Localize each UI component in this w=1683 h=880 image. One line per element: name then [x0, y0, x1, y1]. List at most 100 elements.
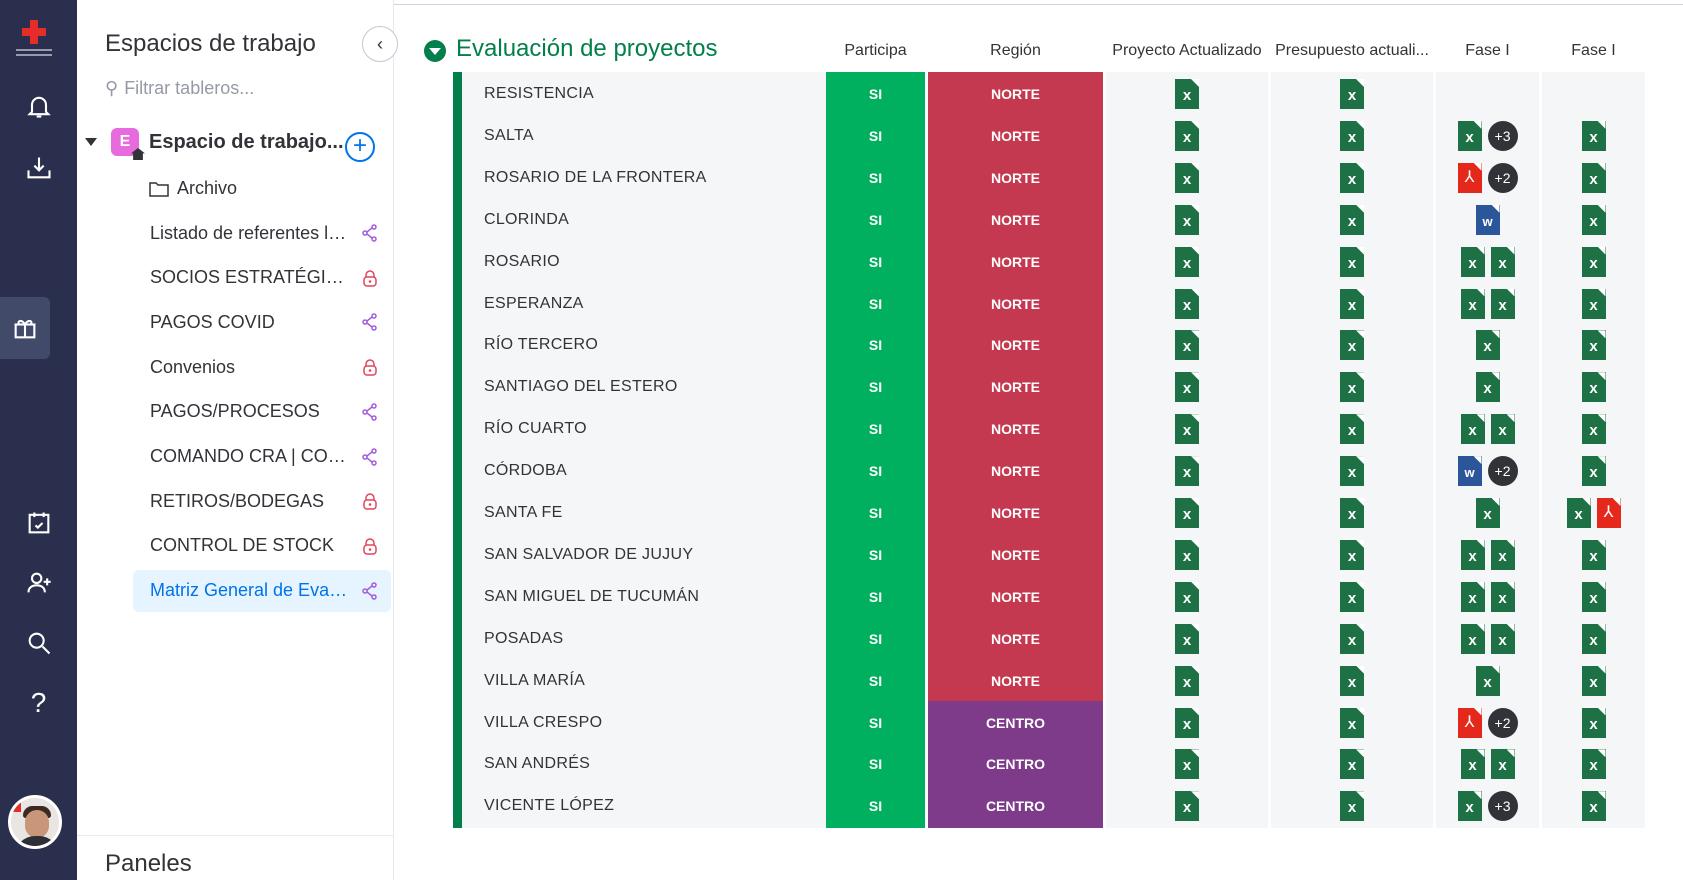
gift-icon[interactable] [0, 297, 50, 359]
pdf-file-icon[interactable] [1596, 498, 1621, 528]
file-cell-pre[interactable]: x [1271, 323, 1433, 368]
excel-file-icon[interactable]: x [1340, 539, 1364, 570]
more-files-badge[interactable]: +3 [1487, 120, 1518, 151]
region-status-cell[interactable]: NORTE [928, 449, 1103, 494]
excel-file-icon[interactable]: x [1581, 414, 1606, 445]
excel-file-icon[interactable]: x [1581, 288, 1606, 319]
file-cell-f2[interactable]: x [1542, 742, 1645, 787]
excel-file-icon[interactable]: x [1340, 414, 1364, 445]
region-status-cell[interactable]: NORTE [928, 407, 1103, 452]
excel-file-icon[interactable]: x [1340, 707, 1364, 738]
sidebar-board-3[interactable]: Convenios [133, 346, 391, 388]
participa-status-cell[interactable]: SI [826, 449, 925, 494]
item-name-cell[interactable]: SAN SALVADOR DE JUJUY [462, 532, 877, 577]
more-files-badge[interactable]: +3 [1487, 791, 1518, 822]
column-header-participa[interactable]: Participa [844, 42, 907, 59]
file-cell-pa[interactable]: x [1106, 784, 1268, 829]
excel-file-icon[interactable]: x [1340, 120, 1364, 151]
file-cell-f2[interactable]: x [1542, 323, 1645, 368]
region-status-cell[interactable]: NORTE [928, 491, 1103, 535]
participa-status-cell[interactable]: SI [826, 197, 925, 242]
file-cell-f1[interactable]: w [1436, 197, 1539, 242]
excel-file-icon[interactable]: x [1340, 372, 1364, 403]
help-icon[interactable]: ? [30, 687, 47, 718]
excel-file-icon[interactable]: x [1490, 581, 1515, 612]
excel-file-icon[interactable]: x [1175, 162, 1199, 193]
file-cell-pre[interactable]: x [1271, 700, 1433, 745]
pdf-file-icon[interactable] [1457, 162, 1482, 193]
region-status-cell[interactable]: NORTE [928, 574, 1103, 619]
participa-status-cell[interactable]: SI [826, 784, 925, 829]
excel-file-icon[interactable]: x [1581, 456, 1606, 487]
excel-file-icon[interactable]: x [1475, 498, 1500, 528]
word-file-icon[interactable]: w [1475, 204, 1500, 235]
file-cell-pre[interactable]: x [1271, 155, 1433, 200]
excel-file-icon[interactable]: x [1175, 707, 1199, 738]
excel-file-icon[interactable]: x [1175, 330, 1199, 361]
file-cell-pa[interactable]: x [1106, 155, 1268, 200]
excel-file-icon[interactable]: x [1175, 288, 1199, 319]
file-cell-f1[interactable]: w +2 [1436, 449, 1539, 494]
file-cell-pa[interactable]: x [1106, 113, 1268, 158]
column-header-proyecto[interactable]: Proyecto Actualizado [1112, 42, 1262, 59]
file-cell-pa[interactable]: x [1106, 281, 1268, 326]
excel-file-icon[interactable]: x [1340, 330, 1364, 361]
participa-status-cell[interactable]: SI [826, 72, 925, 116]
file-cell-pre[interactable]: x [1271, 72, 1433, 116]
file-cell-pre[interactable]: x [1271, 449, 1433, 494]
region-status-cell[interactable]: NORTE [928, 281, 1103, 326]
region-status-cell[interactable]: NORTE [928, 72, 1103, 116]
excel-file-icon[interactable]: x [1581, 330, 1606, 361]
search-icon[interactable] [0, 620, 77, 666]
file-cell-pa[interactable]: x [1106, 574, 1268, 619]
inbox-download-icon[interactable] [0, 145, 77, 191]
file-cell-f2[interactable]: x [1542, 616, 1645, 661]
excel-file-icon[interactable]: x [1490, 288, 1515, 319]
file-cell-pa[interactable]: x [1106, 491, 1268, 535]
item-name-cell[interactable]: ROSARIO DE LA FRONTERA1 [462, 155, 877, 200]
region-status-cell[interactable]: NORTE [928, 239, 1103, 284]
collapse-sidebar-button[interactable]: ‹ [362, 26, 398, 62]
workspace-name[interactable]: Espacio de trabajo... [149, 130, 344, 153]
file-cell-pre[interactable]: x [1271, 658, 1433, 703]
file-cell-f1[interactable]: x [1436, 491, 1539, 535]
region-status-cell[interactable]: NORTE [928, 155, 1103, 200]
participa-status-cell[interactable]: SI [826, 574, 925, 619]
file-cell-f2[interactable]: x [1542, 491, 1645, 535]
region-status-cell[interactable]: NORTE [928, 113, 1103, 158]
file-cell-f1[interactable]: x [1436, 658, 1539, 703]
excel-file-icon[interactable]: x [1175, 539, 1199, 570]
word-file-icon[interactable]: w [1457, 456, 1482, 487]
file-cell-f2[interactable]: x [1542, 784, 1645, 829]
participa-status-cell[interactable]: SI [826, 532, 925, 577]
item-name-cell[interactable]: SAN MIGUEL DE TUCUMÁN [462, 574, 877, 619]
excel-file-icon[interactable]: x [1175, 372, 1199, 403]
excel-file-icon[interactable]: x [1566, 498, 1591, 528]
excel-file-icon[interactable]: x [1175, 456, 1199, 487]
file-cell-pre[interactable]: x [1271, 784, 1433, 829]
add-board-button[interactable]: + [345, 132, 375, 162]
column-header-fase1b[interactable]: Fase I [1571, 42, 1616, 59]
region-status-cell[interactable]: NORTE [928, 658, 1103, 703]
file-cell-pa[interactable]: x [1106, 197, 1268, 242]
file-cell-pa[interactable]: x [1106, 616, 1268, 661]
column-header-fase1[interactable]: Fase I [1465, 42, 1510, 59]
excel-file-icon[interactable]: x [1581, 707, 1606, 738]
participa-status-cell[interactable]: SI [826, 491, 925, 535]
file-cell-f2[interactable]: x [1542, 113, 1645, 158]
excel-file-icon[interactable]: x [1581, 581, 1606, 612]
region-status-cell[interactable]: NORTE [928, 323, 1103, 368]
excel-file-icon[interactable]: x [1475, 372, 1500, 403]
excel-file-icon[interactable]: x [1340, 498, 1364, 528]
excel-file-icon[interactable]: x [1175, 120, 1199, 151]
file-cell-f2[interactable]: x [1542, 239, 1645, 284]
group-collapse-icon[interactable] [424, 40, 446, 62]
excel-file-icon[interactable]: x [1490, 749, 1515, 780]
item-name-cell[interactable]: SALTA2 [462, 113, 877, 158]
excel-file-icon[interactable]: x [1457, 791, 1482, 822]
file-cell-f2[interactable] [1542, 72, 1645, 116]
